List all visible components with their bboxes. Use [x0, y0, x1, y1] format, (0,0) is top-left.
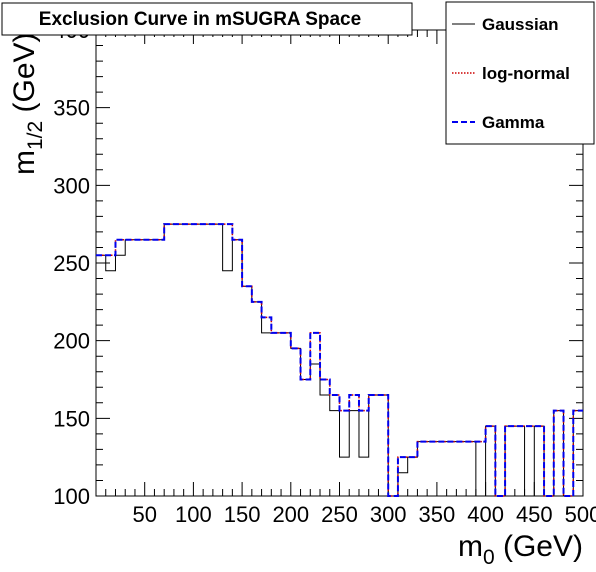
tick-labels: 50 100 150 200 250 300 350 400 450 500 100 150 200 25… — [53, 18, 596, 527]
y-axis-title: m1/2 (GeV) — [8, 32, 47, 175]
y-tick-label: 100 — [53, 484, 90, 509]
legend-label-gamma: Gamma — [482, 113, 545, 132]
title-box — [1, 2, 413, 36]
y-tick-label: 150 — [53, 406, 90, 431]
y-tick-label: 300 — [53, 173, 90, 198]
x-tick-label: 300 — [370, 502, 407, 527]
chart-title: Exclusion Curve in mSUGRA Space — [39, 9, 361, 30]
series-layer — [96, 223, 583, 497]
x-tick-label: 350 — [419, 502, 456, 527]
x-tick-label: 500 — [565, 502, 596, 527]
legend-label-gaussian: Gaussian — [482, 15, 559, 34]
x-tick-label: 250 — [321, 502, 358, 527]
series-line-gaussian — [96, 223, 583, 497]
x-tick-label: 400 — [467, 502, 504, 527]
x-tick-label: 450 — [516, 502, 553, 527]
y-tick-label: 250 — [53, 251, 90, 276]
x-tick-label: 200 — [272, 502, 309, 527]
x-tick-label: 100 — [175, 502, 212, 527]
y-tick-label: 350 — [53, 96, 90, 121]
legend-label-log-normal: log-normal — [482, 64, 570, 83]
series-line-gamma — [96, 223, 583, 497]
x-axis-title: m0 (GeV) — [458, 530, 583, 569]
x-tick-label: 150 — [224, 502, 261, 527]
legend: Gaussian log-normal Gamma — [445, 1, 595, 145]
x-tick-label: 50 — [132, 502, 156, 527]
y-tick-label: 200 — [53, 329, 90, 354]
